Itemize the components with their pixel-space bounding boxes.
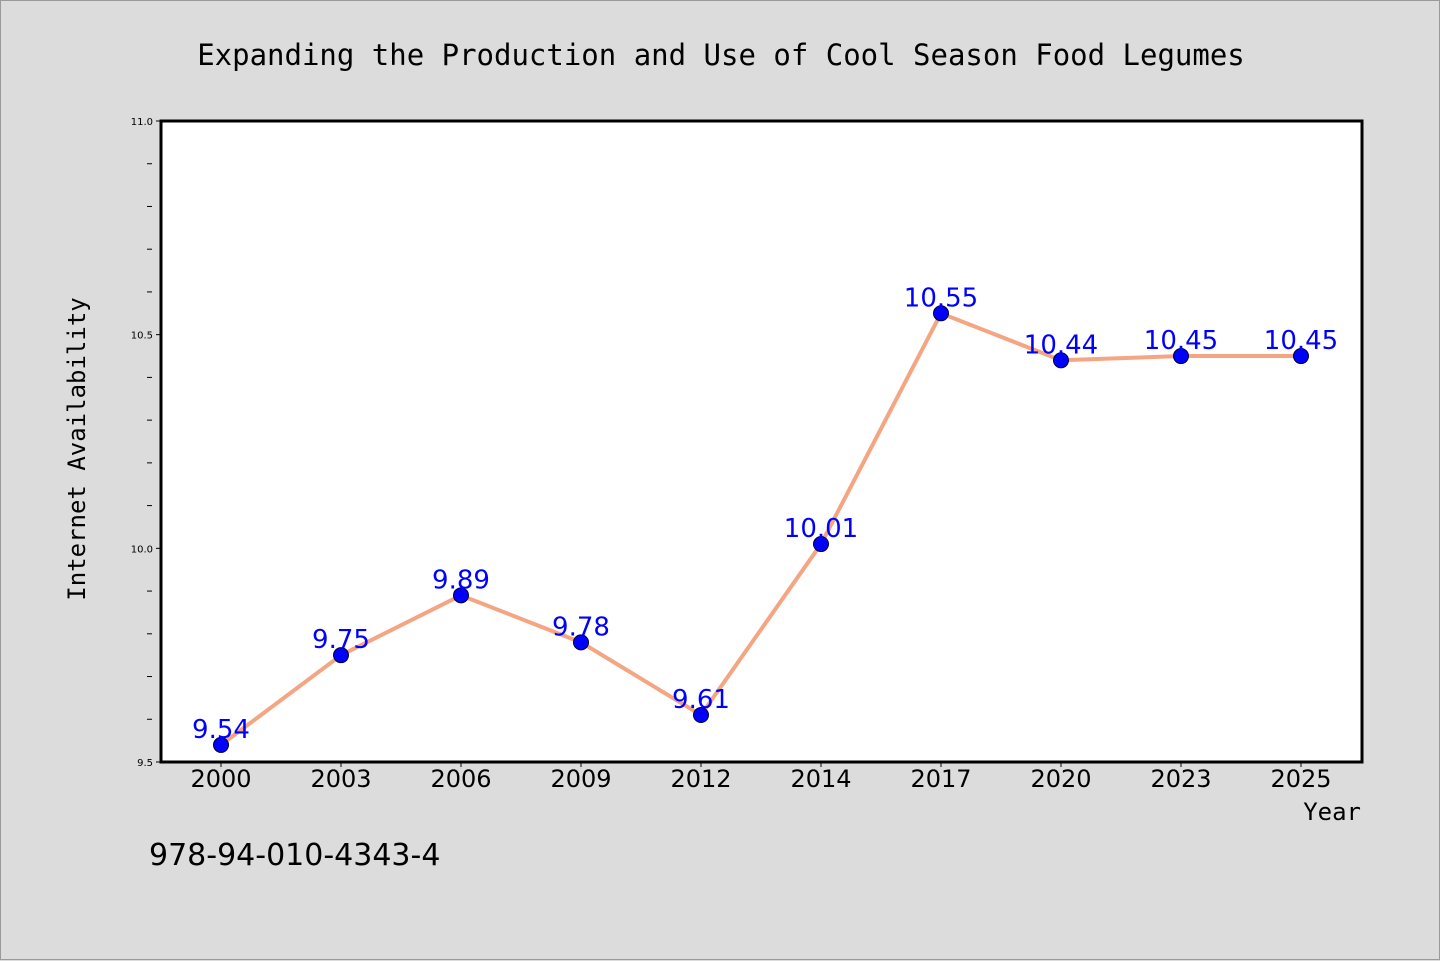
x-axis: 2000 2003 2006 2009 2012 2014 2017 2020 2023 2025	[190, 762, 1332, 793]
data-point	[213, 736, 229, 753]
x-tick-label: 2003	[310, 765, 371, 793]
y-tick-label: 10.0	[131, 544, 153, 555]
data-label: 9.89	[432, 565, 490, 595]
data-label: 10.01	[784, 514, 858, 544]
x-tick-label: 2025	[1270, 765, 1331, 793]
x-tick-label: 2014	[790, 765, 851, 793]
data-point	[1293, 348, 1309, 365]
x-tick-label: 2009	[550, 765, 611, 793]
series-line	[219, 311, 1301, 747]
y-tick-label: 11.0	[131, 117, 153, 128]
data-label: 10.55	[904, 283, 978, 313]
x-tick-label: 2012	[670, 765, 731, 793]
x-tick-label: 2023	[1150, 765, 1211, 793]
data-point	[693, 706, 709, 723]
data-label: 10.45	[1264, 326, 1338, 356]
data-label: 9.61	[672, 685, 730, 715]
x-tick-label: 2017	[910, 765, 971, 793]
y-axis-title: Internet Availability	[63, 297, 91, 600]
data-label: 9.78	[552, 612, 610, 642]
data-label: 9.75	[312, 625, 370, 655]
x-axis-title: Year	[1303, 798, 1361, 826]
isbn-label: 978-94-010-4343-4	[149, 838, 440, 873]
plot-area	[159, 119, 1364, 764]
data-point	[933, 305, 949, 322]
y-tick-label: 10.5	[131, 331, 153, 342]
data-label: 9.54	[192, 715, 250, 745]
data-label: 10.44	[1024, 330, 1098, 360]
data-point	[453, 587, 469, 604]
data-markers	[213, 305, 1309, 753]
data-label: 10.45	[1144, 326, 1218, 356]
y-axis: 9.5 10.0 10.5 11.0	[131, 117, 161, 769]
data-point	[1053, 352, 1069, 369]
data-point	[813, 536, 829, 553]
x-tick-label: 2000	[190, 765, 251, 793]
x-tick-label: 2020	[1030, 765, 1091, 793]
data-point	[573, 634, 589, 651]
data-point	[1173, 348, 1189, 365]
y-minor-ticks	[147, 163, 152, 720]
y-tick-label: 9.5	[137, 758, 153, 769]
data-labels: 9.54 9.75 9.89 9.78 9.61 10.01 10.55 10.44 10.45…	[192, 283, 1338, 745]
chart-title: Expanding the Production and Use of Cool…	[197, 38, 1245, 72]
data-point	[333, 647, 349, 664]
x-tick-label: 2006	[430, 765, 491, 793]
